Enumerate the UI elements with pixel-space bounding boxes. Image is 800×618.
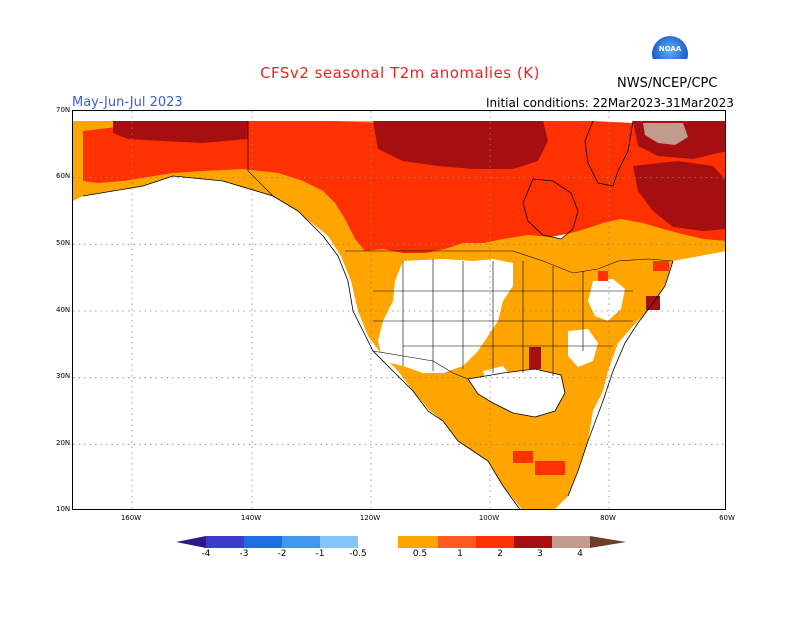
coastlines bbox=[82, 120, 674, 509]
colorbar-label-m4: -4 bbox=[201, 549, 211, 559]
anomaly-map-svg bbox=[73, 111, 725, 509]
agency-label: NWS/NCEP/CPC bbox=[617, 76, 718, 91]
initial-conditions: Initial conditions: 22Mar2023-31Mar2023 bbox=[486, 96, 734, 110]
near-normal-region bbox=[378, 259, 625, 391]
lon-label-100w: 100W bbox=[478, 514, 500, 522]
colorbar bbox=[176, 536, 626, 548]
lon-label-60w: 60W bbox=[719, 514, 735, 522]
noaa-logo-text: NOAA bbox=[658, 45, 682, 53]
lon-label-120w: 120W bbox=[359, 514, 381, 522]
colorbar-label-m1: -1 bbox=[315, 549, 325, 559]
colorbar-above-4 bbox=[590, 536, 626, 548]
colorbar-m1-m05 bbox=[320, 536, 358, 548]
colorbar-p4-5 bbox=[552, 536, 590, 548]
colorbar-p2-3 bbox=[476, 536, 514, 548]
colorbar-m2-m1 bbox=[282, 536, 320, 548]
colorbar-m05-05 bbox=[358, 536, 398, 548]
graticule bbox=[73, 111, 725, 509]
colorbar-label-p2: 2 bbox=[497, 549, 503, 559]
colorbar-p05-1 bbox=[398, 536, 438, 548]
chart-title: CFSv2 seasonal T2m anomalies (K) bbox=[260, 64, 540, 82]
colorbar-m4-m3 bbox=[206, 536, 244, 548]
anomaly-high-region bbox=[113, 121, 725, 231]
lat-label-20n: 20N bbox=[56, 439, 71, 447]
lon-label-160w: 160W bbox=[120, 514, 142, 522]
lat-label-40n: 40N bbox=[56, 306, 71, 314]
lat-label-30n: 30N bbox=[56, 372, 71, 380]
lat-label-10n: 10N bbox=[56, 505, 71, 513]
colorbar-label-m3: -3 bbox=[239, 549, 249, 559]
colorbar-label-m05: -0.5 bbox=[349, 549, 367, 559]
lat-label-60n: 60N bbox=[56, 172, 71, 180]
political-borders bbox=[247, 121, 674, 380]
colorbar-label-p05: 0.5 bbox=[412, 549, 428, 559]
anomaly-map bbox=[72, 110, 726, 510]
colorbar-p3-4 bbox=[514, 536, 552, 548]
colorbar-label-p3: 3 bbox=[537, 549, 543, 559]
forecast-period: May-Jun-Jul 2023 bbox=[72, 95, 183, 110]
anomaly-mid-region bbox=[83, 121, 725, 253]
anomaly-extreme-region bbox=[643, 123, 688, 145]
lon-label-80w: 80W bbox=[600, 514, 616, 522]
anomaly-hotspots-mid bbox=[513, 261, 669, 475]
lon-label-140w: 140W bbox=[240, 514, 262, 522]
colorbar-label-p1: 1 bbox=[457, 549, 463, 559]
lat-label-70n: 70N bbox=[56, 106, 71, 114]
colorbar-p1-2 bbox=[438, 536, 476, 548]
colorbar-below-minus4 bbox=[176, 536, 206, 548]
colorbar-label-p4: 4 bbox=[577, 549, 583, 559]
lat-label-50n: 50N bbox=[56, 239, 71, 247]
noaa-logo-wing bbox=[652, 59, 688, 72]
colorbar-m3-m2 bbox=[244, 536, 282, 548]
noaa-logo: NOAA bbox=[652, 36, 688, 72]
colorbar-label-m2: -2 bbox=[277, 549, 287, 559]
